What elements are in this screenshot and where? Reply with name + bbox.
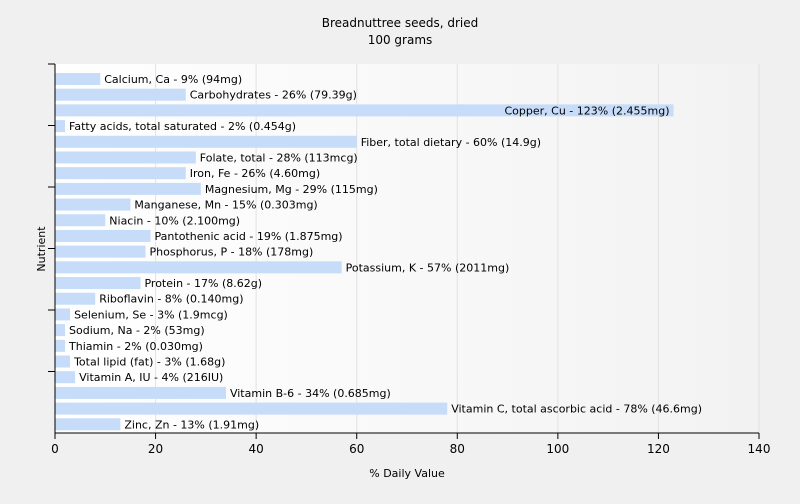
x-tick-label: 100 xyxy=(546,442,569,456)
bar xyxy=(55,73,101,85)
x-tick-label: 20 xyxy=(148,442,163,456)
bar xyxy=(55,135,357,148)
bars-group: Calcium, Ca - 9% (94mg) Carbohydrates - 2… xyxy=(55,73,702,431)
bar-label: Zinc, Zn - 13% (1.91mg) xyxy=(124,418,259,431)
bar xyxy=(55,151,196,164)
bar xyxy=(55,167,186,180)
gridlines xyxy=(155,64,760,433)
x-tick-label: 140 xyxy=(748,442,771,456)
bar-label: Sodium, Na - 2% (53mg) xyxy=(69,324,205,337)
bar xyxy=(55,355,71,368)
bar xyxy=(55,339,66,352)
bar xyxy=(55,277,141,290)
bar-label: Pantothenic acid - 19% (1.875mg) xyxy=(155,230,343,243)
bar xyxy=(55,198,131,211)
bar xyxy=(55,245,146,258)
x-tick-label: 40 xyxy=(249,442,264,456)
bar xyxy=(55,214,106,227)
bar-label: Vitamin A, IU - 4% (216IU) xyxy=(79,371,223,384)
bar-label: Magnesium, Mg - 29% (115mg) xyxy=(205,183,378,196)
bar-label: Vitamin B-6 - 34% (0.685mg) xyxy=(230,387,391,400)
y-axis-title: Nutrient xyxy=(35,226,48,272)
bar-label: Selenium, Se - 3% (1.9mcg) xyxy=(74,308,228,321)
bar-label: Total lipid (fat) - 3% (1.68g) xyxy=(73,356,225,369)
x-tick-label: 120 xyxy=(647,442,670,456)
bar-label: Thiamin - 2% (0.030mg) xyxy=(68,340,203,353)
bar-label: Vitamin C, total ascorbic acid - 78% (46… xyxy=(451,403,702,416)
bar xyxy=(55,371,76,384)
bar-label: Iron, Fe - 26% (4.60mg) xyxy=(190,167,320,180)
x-tick-label: 60 xyxy=(349,442,364,456)
bar-label: Phosphorus, P - 18% (178mg) xyxy=(150,246,314,259)
bar xyxy=(55,261,342,274)
bar-label: Fiber, total dietary - 60% (14.9g) xyxy=(361,136,541,149)
bar xyxy=(55,386,226,399)
chart-title: Breadnuttree seeds, dried xyxy=(322,16,479,30)
bar-label: Niacin - 10% (2.100mg) xyxy=(109,214,240,227)
bar-label: Copper, Cu - 123% (2.455mg) xyxy=(505,104,670,117)
bar xyxy=(55,229,151,242)
bar xyxy=(55,104,674,117)
bar-label: Carbohydrates - 26% (79.39g) xyxy=(190,89,357,102)
bar-label: Calcium, Ca - 9% (94mg) xyxy=(104,73,242,86)
bar xyxy=(55,308,71,321)
bar xyxy=(55,88,186,101)
plot-background xyxy=(55,64,759,433)
bar-label: Fatty acids, total saturated - 2% (0.454… xyxy=(69,120,296,133)
bar xyxy=(55,182,201,195)
bar-label: Potassium, K - 57% (2011mg) xyxy=(346,261,510,274)
bar-label: Manganese, Mn - 15% (0.303mg) xyxy=(134,199,317,212)
bar xyxy=(55,292,96,305)
chart-subtitle: 100 grams xyxy=(368,33,433,47)
bar xyxy=(55,402,448,415)
bar xyxy=(55,120,66,133)
x-axis-title: % Daily Value xyxy=(369,467,445,480)
bar-label: Protein - 17% (8.62g) xyxy=(144,277,262,290)
bar-label: Folate, total - 28% (113mcg) xyxy=(200,151,358,164)
axes-group: 0 20 40 60 80 100 120 140 xyxy=(48,63,771,456)
bar xyxy=(55,324,66,337)
bar-label: Riboflavin - 8% (0.140mg) xyxy=(99,293,243,306)
x-tick-label: 80 xyxy=(450,442,465,456)
x-tick-label: 0 xyxy=(51,442,59,456)
bar xyxy=(55,418,121,431)
